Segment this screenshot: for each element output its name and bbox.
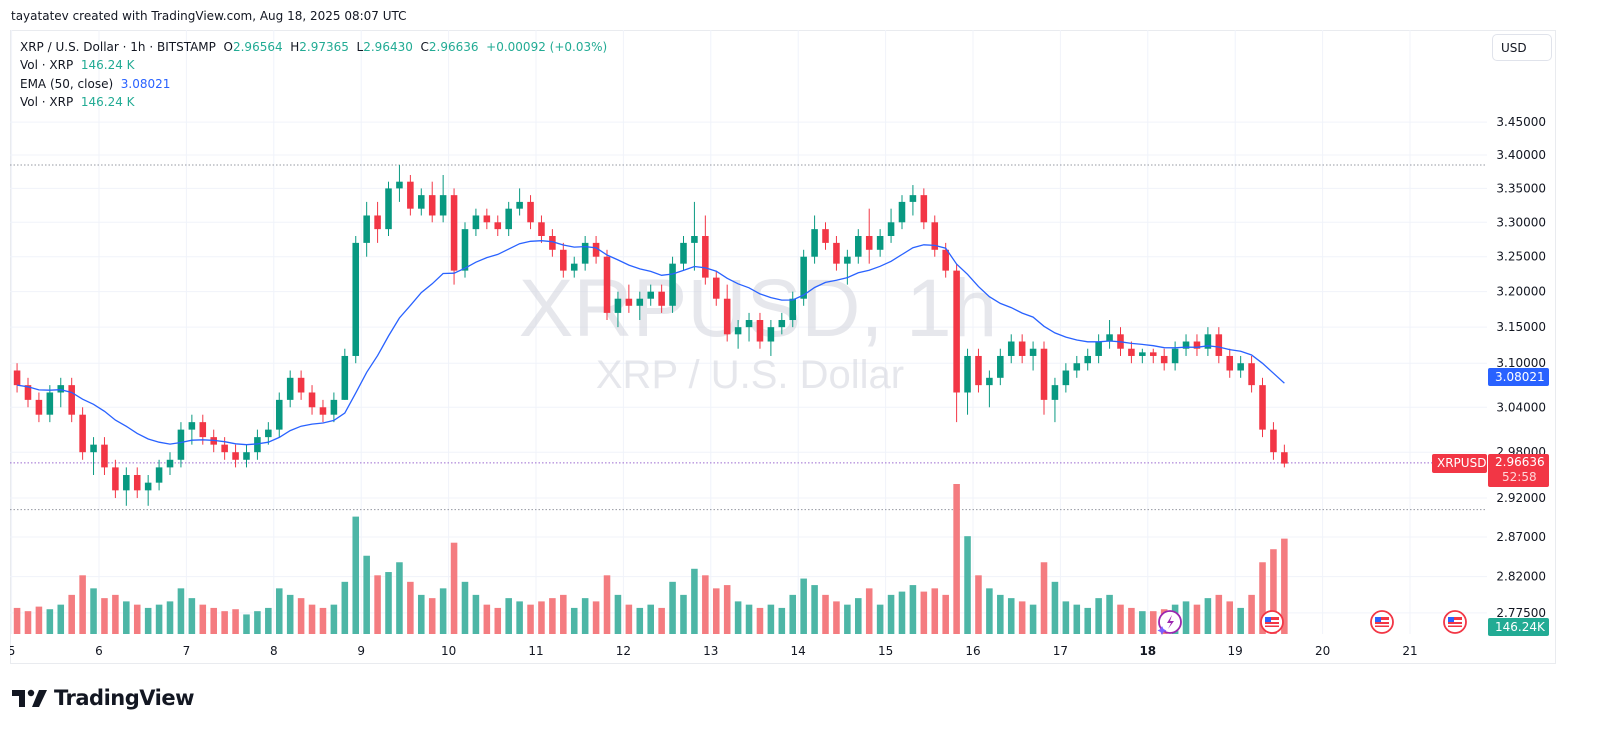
low-value: 2.96430 <box>363 40 413 54</box>
time-axis-label: 7 <box>183 644 191 658</box>
price-axis-label: 3.20000 <box>1496 285 1546 299</box>
close-value: 2.96636 <box>428 40 479 54</box>
last-price-tag: 2.96636 52:58 <box>1488 454 1549 487</box>
us-flag-event-icon[interactable] <box>1443 610 1467 634</box>
high-label: H <box>290 40 300 54</box>
grid-lines <box>10 30 1487 634</box>
time-axis-label: 11 <box>528 644 543 658</box>
us-flag-event-icon[interactable] <box>1260 610 1284 634</box>
time-axis-label: 14 <box>791 644 806 658</box>
time-axis-label: 15 <box>878 644 893 658</box>
legend-volume-row-2[interactable]: Vol · XRP 146.24 K <box>20 93 607 111</box>
ema-value: 3.08021 <box>120 76 171 91</box>
time-axis[interactable]: 5 6 7 8 9 10 11 12 13 14 15 16 17 18 19 20 21 <box>10 644 1418 658</box>
price-axis-label: 2.92000 <box>1496 491 1546 505</box>
time-axis-label: 16 <box>965 644 980 658</box>
price-axis-label: 3.25000 <box>1496 250 1546 264</box>
watermark-subtitle: XRP / U.S. Dollar <box>596 353 904 397</box>
chart-frame <box>10 30 1556 664</box>
symbol-price-tag: XRPUSD <box>1432 454 1487 473</box>
volume-value: 146.24 K <box>80 94 135 109</box>
legend-ema-row[interactable]: EMA (50, close) 3.08021 <box>20 75 607 93</box>
last-price: 2.96636 <box>1495 455 1545 469</box>
watermark: XRPUSD, 1h XRP / U.S. Dollar <box>519 263 998 397</box>
legend-ohlc-row[interactable]: XRP / U.S. Dollar · 1h · BITSTAMP O2.965… <box>20 38 607 56</box>
time-axis-label: 12 <box>616 644 631 658</box>
bar-countdown: 52:58 <box>1502 470 1537 484</box>
time-axis-label: 13 <box>703 644 718 658</box>
time-axis-label: 5 <box>10 644 15 658</box>
us-flag-event-icon[interactable] <box>1370 610 1394 634</box>
high-value: 2.97365 <box>299 40 349 54</box>
time-axis-label: 19 <box>1228 644 1243 658</box>
ema-price-tag: 3.08021 <box>1488 368 1549 386</box>
price-axis-label: 3.30000 <box>1496 215 1546 229</box>
legend-volume-row[interactable]: Vol · XRP 146.24 K <box>20 56 607 74</box>
chart-legend: XRP / U.S. Dollar · 1h · BITSTAMP O2.965… <box>20 38 607 111</box>
open-label: O <box>223 40 233 54</box>
low-label: L <box>356 40 364 54</box>
volume-label: Vol · XRP <box>20 58 74 73</box>
close-label: C <box>420 40 429 54</box>
price-chart[interactable]: XRPUSD, 1h XRP / U.S. Dollar 3.45000 3.40… <box>10 30 1556 664</box>
volume-value: 146.24 K <box>80 58 135 73</box>
time-axis-label: 20 <box>1315 644 1330 658</box>
price-axis-label: 3.40000 <box>1496 148 1546 162</box>
flash-event-icon[interactable] <box>1157 610 1182 635</box>
time-axis-label: 17 <box>1053 644 1068 658</box>
time-axis-label: 18 <box>1139 644 1156 658</box>
price-axis-label: 3.15000 <box>1496 320 1546 334</box>
chart-credit: tayatatev created with TradingView.com, … <box>11 9 407 23</box>
economic-events[interactable] <box>1157 610 1467 635</box>
change-value: +0.00092 (+0.03%) <box>486 40 608 54</box>
currency-button[interactable]: USD <box>1492 34 1552 61</box>
time-axis-label: 6 <box>95 644 103 658</box>
price-axis-label: 3.35000 <box>1496 181 1546 195</box>
time-axis-label: 8 <box>270 644 278 658</box>
horizontal-lines <box>10 164 1487 511</box>
volume-label: Vol · XRP <box>20 94 74 109</box>
price-axis-label: 2.87000 <box>1496 530 1546 544</box>
ema-line <box>16 240 1285 446</box>
time-axis-label: 10 <box>441 644 456 658</box>
time-axis-label: 9 <box>357 644 365 658</box>
open-value: 2.96564 <box>232 40 283 54</box>
volume-tag: 146.24K <box>1488 618 1549 636</box>
ema-label: EMA (50, close) <box>20 76 114 91</box>
price-axis-label: 3.04000 <box>1496 400 1546 414</box>
symbol-description: XRP / U.S. Dollar · 1h · BITSTAMP <box>20 40 216 54</box>
price-axis-label: 3.45000 <box>1496 115 1546 129</box>
volume-bars <box>13 484 1288 634</box>
tradingview-logo[interactable]: TradingView <box>12 686 194 710</box>
tradingview-logo-text: TradingView <box>54 686 194 710</box>
price-axis-label: 3.10000 <box>1496 356 1546 370</box>
time-axis-label: 21 <box>1402 644 1417 658</box>
price-axis-label: 2.77500 <box>1496 606 1546 620</box>
price-axis-label: 2.82000 <box>1496 570 1546 584</box>
tradingview-logo-icon <box>12 689 47 707</box>
